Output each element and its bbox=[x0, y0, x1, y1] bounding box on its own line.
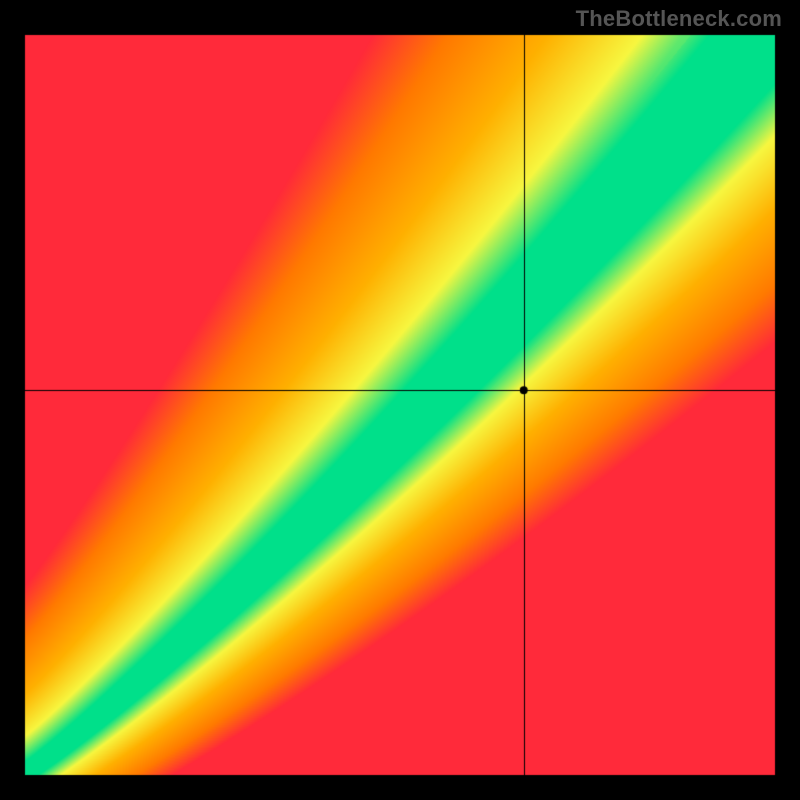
chart-container: TheBottleneck.com bbox=[0, 0, 800, 800]
watermark-text: TheBottleneck.com bbox=[576, 6, 782, 32]
bottleneck-heatmap-canvas bbox=[0, 0, 800, 800]
